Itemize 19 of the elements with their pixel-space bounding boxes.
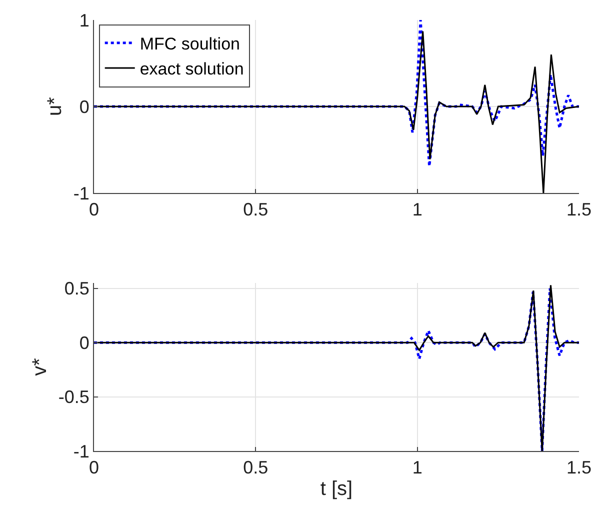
line-series xyxy=(94,20,579,168)
y-tick-label: -1 xyxy=(73,441,90,462)
x-tick-label: 1.5 xyxy=(566,458,592,478)
y-tick-label: 0 xyxy=(79,332,90,353)
y-tick-label: 0 xyxy=(79,96,90,117)
y-axis-title: v* xyxy=(28,358,51,376)
x-tick-label: 0.5 xyxy=(243,200,268,220)
y-tick-label: 0.5 xyxy=(64,278,90,299)
x-tick-label: 1.5 xyxy=(566,200,592,220)
legend-label: exact solution xyxy=(140,60,244,79)
y-tick-label: -0.5 xyxy=(58,387,90,408)
y-tick-label: 1 xyxy=(79,10,90,30)
x-tick-label: 1 xyxy=(412,200,422,220)
y-tick-label: -1 xyxy=(73,183,90,204)
legend-label: MFC soultion xyxy=(140,34,240,54)
x-tick-label: 0.5 xyxy=(243,458,268,478)
x-axis-title: t [s] xyxy=(320,478,353,500)
y-axis-title: u* xyxy=(44,96,66,116)
x-tick-label: 1 xyxy=(412,458,422,478)
